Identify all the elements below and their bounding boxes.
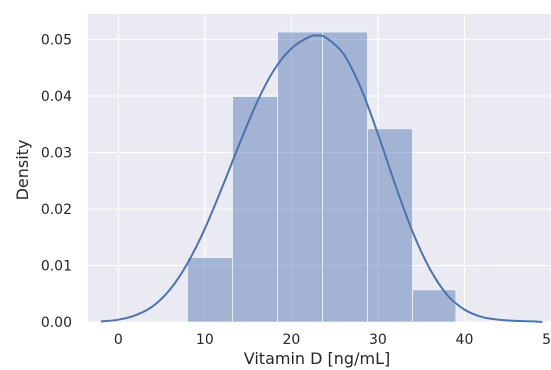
histogram-bar (277, 31, 324, 323)
y-tick-label: 0.05 (41, 32, 72, 48)
histogram-bar (367, 128, 414, 323)
grid-lines (88, 14, 551, 323)
plot-background (88, 14, 551, 322)
x-tick-label: 0 (114, 332, 123, 348)
histogram-bar (187, 257, 234, 323)
x-tick-labels: 0 10 20 30 40 50 (114, 332, 551, 348)
x-tick-label: 10 (196, 332, 214, 348)
kde-line (100, 34, 543, 323)
x-tick-label: 20 (282, 332, 300, 348)
histogram-bar (322, 31, 369, 323)
y-tick-label: 0.04 (41, 89, 72, 105)
histogram-bar (412, 289, 457, 323)
y-tick-label: 0.00 (41, 315, 72, 331)
x-tick-label: 50 (542, 332, 551, 348)
x-axis-label: Vitamin D [ng/mL] (244, 349, 390, 368)
y-tick-label: 0.01 (41, 258, 72, 274)
y-axis-label: Density (13, 140, 32, 201)
histogram-bar (232, 96, 279, 323)
y-tick-label: 0.02 (41, 202, 72, 218)
x-tick-label: 30 (369, 332, 387, 348)
y-tick-label: 0.03 (41, 145, 72, 161)
y-tick-labels: 0.00 0.01 0.02 0.03 0.04 0.05 (41, 32, 72, 331)
x-tick-label: 40 (456, 332, 474, 348)
